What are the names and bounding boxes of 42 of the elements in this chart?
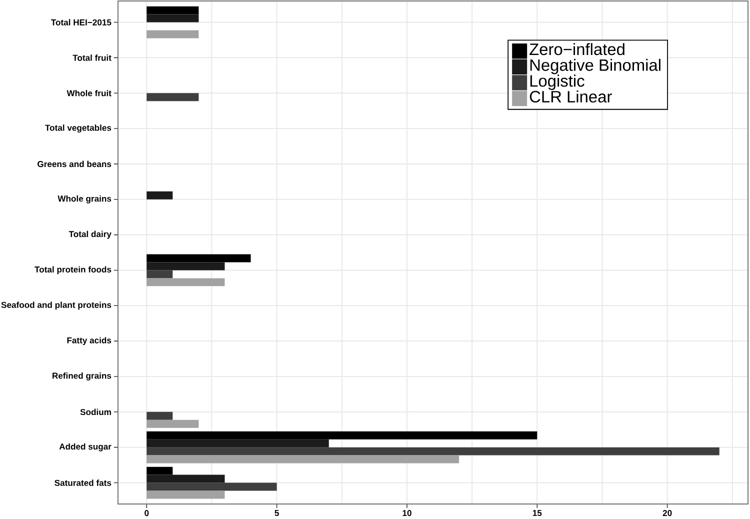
bar — [146, 254, 251, 262]
y-tick-label: Whole fruit — [66, 90, 112, 96]
bar — [146, 278, 225, 286]
y-tick-label: Whole grains — [58, 195, 112, 204]
x-tick-label: 10 — [402, 510, 412, 516]
x-tick-label: 5 — [274, 510, 279, 516]
y-tick-label: Total fruit — [72, 54, 112, 61]
y-tick-label: Total HEI−2015 — [51, 19, 112, 26]
bar — [146, 466, 173, 475]
bar — [146, 191, 173, 200]
y-tick-label: Total protein foods — [34, 266, 112, 274]
bar — [146, 420, 199, 428]
bar — [146, 439, 329, 448]
bar — [146, 30, 199, 38]
y-tick-label: Total vegetables — [45, 124, 112, 133]
bar — [146, 474, 225, 483]
y-tick-label: Seafood and plant proteins — [1, 302, 112, 310]
bar — [146, 455, 460, 464]
x-tick-label: 20 — [662, 510, 672, 516]
y-tick-label: Added sugar — [59, 443, 112, 452]
y-tick-label: Sodium — [80, 408, 111, 416]
legend-label: Negative Binomial — [530, 58, 660, 74]
bar — [146, 6, 199, 14]
legend-label: CLR Linear — [530, 90, 612, 103]
bar — [146, 14, 199, 22]
bar — [146, 482, 277, 491]
y-tick-label: Greens and beans — [38, 160, 112, 168]
legend-label: Zero−inflated — [530, 43, 624, 56]
bar — [146, 270, 173, 278]
bar — [146, 93, 199, 102]
bar — [146, 412, 173, 420]
y-tick-label: Fatty acids — [67, 337, 112, 346]
bar — [146, 431, 538, 440]
bar — [146, 447, 720, 456]
y-tick-label: Total dairy — [68, 230, 112, 239]
legend-label: Logistic — [530, 74, 584, 90]
x-tick-label: 0 — [144, 510, 149, 516]
bar — [146, 490, 225, 499]
bar — [146, 262, 225, 270]
y-tick-label: Refined grains — [52, 372, 112, 380]
x-tick-label: 15 — [532, 510, 542, 516]
y-tick-label: Saturated fats — [54, 480, 112, 486]
